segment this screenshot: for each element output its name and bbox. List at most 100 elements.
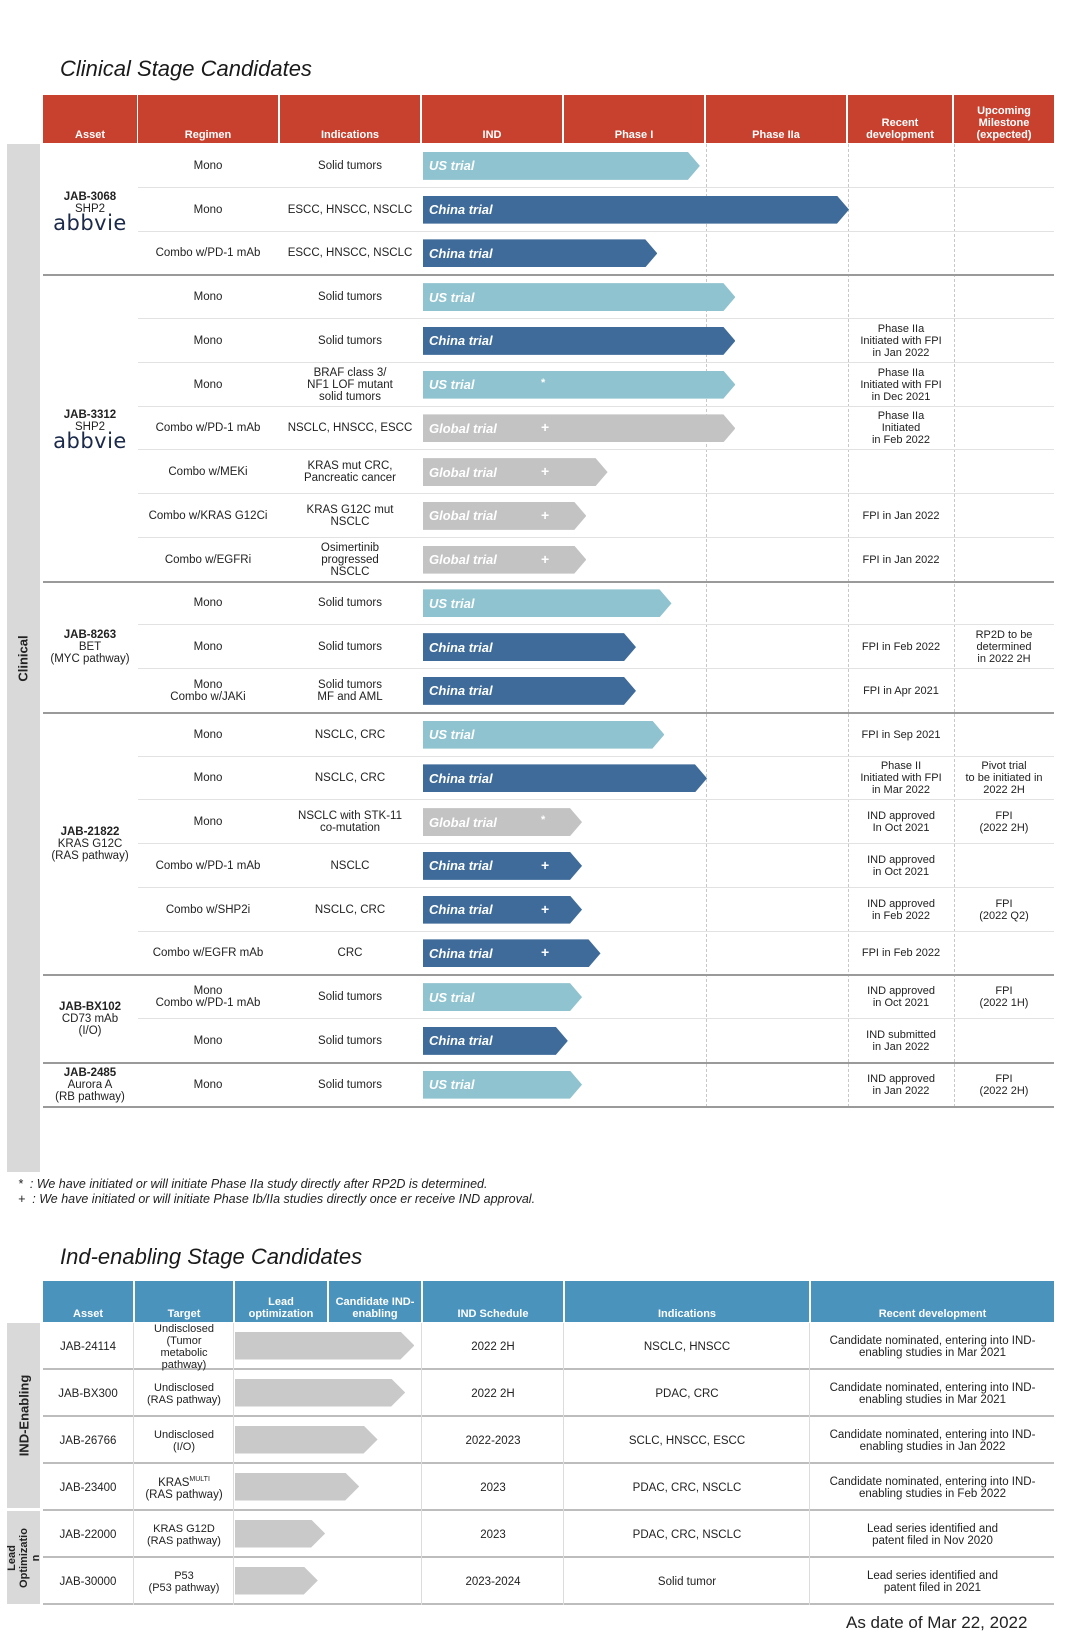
trial-arrow: China trial — [423, 239, 657, 267]
asset-target: Aurora A (RB pathway) — [55, 1078, 125, 1103]
clinical-header-recent-development: Recent development — [848, 95, 952, 143]
recent-development-cell: FPI in Feb 2022 — [861, 641, 941, 654]
group-separator — [43, 1061, 1054, 1064]
ind-asset-cell: JAB-BX300 — [58, 1387, 118, 1400]
indication-cell: KRAS G12C mut NSCLC — [306, 503, 394, 528]
plus-icon: + — [541, 900, 550, 917]
row-separator — [138, 1018, 1054, 1019]
regimen-cell: Mono — [193, 291, 223, 304]
asset-target: CD73 mAb (I/O) — [61, 1013, 119, 1037]
asset-target: SHP2 — [74, 202, 106, 215]
trial-arrow: China trial — [423, 1027, 568, 1055]
trial-label: US trial — [429, 289, 475, 305]
ind-asset-cell: JAB-22000 — [59, 1528, 117, 1541]
asset-group: JAB-3068 SHP2 abbvie — [43, 144, 137, 275]
row-separator — [138, 230, 1054, 232]
ind-progress-arrow — [235, 1520, 325, 1548]
clinical-header-upcoming-milestone: Upcoming Milestone (expected) — [954, 95, 1054, 143]
ind-sidebar: IND-Enabling — [7, 1323, 40, 1508]
recent-development-cell: FPI in Apr 2021 — [863, 684, 939, 697]
regimen-cell: Mono Combo w/JAKi — [170, 678, 246, 703]
asterisk-icon: * — [541, 814, 546, 827]
trial-label: US trial — [429, 158, 475, 174]
ind-indication-cell: PDAC, CRC, NSCLC — [632, 1481, 742, 1494]
group-separator — [43, 580, 1054, 583]
abbvie-logo: abbvie — [53, 210, 127, 235]
recent-development-cell: FPI in Jan 2022 — [862, 553, 940, 566]
group-separator — [43, 274, 1054, 277]
trial-label: China trial — [429, 333, 493, 349]
trial-label: China trial — [429, 770, 493, 786]
asterisk-icon: * — [541, 376, 546, 389]
trial-arrow: US trial — [423, 283, 735, 311]
indication-cell: Solid tumors — [318, 291, 382, 304]
row-separator — [138, 318, 1054, 319]
regimen-cell: Mono — [193, 334, 223, 347]
ind-target-superscript: MULTI — [189, 1476, 210, 1484]
ind-indication-cell: SCLC, HNSCC, ESCC — [628, 1434, 746, 1447]
lead-sidebar: Lead Optimizatio n — [6, 1511, 42, 1604]
footnote-star-symbol: * — [18, 1177, 23, 1191]
row-separator — [138, 755, 1054, 757]
regimen-cell: Mono — [193, 641, 223, 654]
trial-arrow: Global trial + — [423, 414, 735, 442]
ind-recent-cell: Candidate nominated, entering into IND- … — [829, 1381, 1036, 1406]
trial-label: China trial — [429, 945, 493, 961]
trial-label: US trial — [429, 1077, 475, 1093]
ind-indication-cell: PDAC, CRC — [655, 1387, 719, 1400]
row-separator — [138, 624, 1054, 626]
indication-cell: NSCLC with STK-11 co-mutation — [298, 810, 402, 835]
ind-recent-cell: Candidate nominated, entering into IND- … — [829, 1334, 1036, 1359]
ind-recent-cell: Lead series identified and patent filed … — [866, 1569, 999, 1594]
regimen-cell: Combo w/EGFR mAb — [152, 947, 264, 960]
ind-row-separator — [43, 1462, 1054, 1464]
trial-arrow: China trial — [423, 764, 707, 792]
ind-row-separator — [43, 1415, 1054, 1417]
clinical-title: Clinical Stage Candidates — [60, 56, 312, 81]
ind-column-divider — [421, 1323, 422, 1605]
recent-development-cell: IND approved in Oct 2021 — [867, 985, 935, 1010]
ind-column-divider — [233, 1323, 234, 1605]
ind-header-lead-optimization: Lead optimization — [235, 1281, 327, 1322]
trial-label: China trial — [429, 858, 493, 874]
asset-target: SHP2 — [74, 421, 106, 434]
row-separator — [138, 186, 1054, 188]
trial-arrow: China trial + — [423, 896, 582, 924]
footnote-star-text: : We have initiated or will initiate Pha… — [29, 1177, 488, 1191]
recent-development-cell: FPI in Feb 2022 — [861, 947, 941, 960]
trial-label: China trial — [429, 202, 493, 218]
trial-label: China trial — [429, 902, 493, 918]
ind-target-cell: KRAS G12D (RAS pathway) — [147, 1522, 221, 1547]
recent-development-cell: IND approved in Oct 2021 — [867, 853, 935, 878]
trial-arrow: China trial — [423, 327, 735, 355]
asset-group: JAB-21822 KRAS G12C (RAS pathway) — [43, 713, 137, 976]
footnote-plus: + : We have initiated or will initiate P… — [18, 1192, 535, 1206]
ind-progress-arrow — [235, 1379, 405, 1407]
row-separator — [138, 449, 1054, 451]
ind-title: Ind-enabling Stage Candidates — [60, 1244, 363, 1269]
upcoming-milestone-cell: FPI (2022 2H) — [979, 810, 1029, 835]
clinical-header-asset: Asset — [43, 95, 137, 143]
plus-icon: + — [541, 419, 550, 436]
upcoming-milestone-cell: FPI (2022 1H) — [979, 985, 1029, 1010]
asset-name: JAB-BX102 — [59, 1001, 121, 1013]
trial-label: US trial — [429, 595, 475, 611]
indication-cell: KRAS mut CRC, Pancreatic cancer — [303, 460, 397, 485]
indication-cell: Solid tumors — [318, 641, 382, 654]
indication-cell: NSCLC, CRC — [314, 772, 386, 785]
trial-arrow: China trial — [423, 677, 636, 705]
trial-arrow: China trial + — [423, 852, 582, 880]
ind-indication-cell: Solid tumor — [657, 1575, 717, 1588]
trial-label: China trial — [429, 1033, 493, 1049]
phase-divider — [848, 144, 849, 1107]
ind-row-separator — [43, 1603, 1054, 1605]
recent-development-cell: IND approved in Feb 2022 — [867, 897, 935, 922]
ind-asset-cell: JAB-24114 — [59, 1340, 117, 1353]
ind-row-separator — [43, 1509, 1054, 1511]
trial-arrow: China trial — [423, 196, 849, 224]
ind-schedule-cell: 2022-2023 — [465, 1434, 521, 1447]
ind-sidebar-label: IND-Enabling — [16, 1374, 32, 1457]
regimen-cell: Mono — [193, 597, 223, 610]
asset-target: BET (MYC pathway) — [50, 641, 130, 666]
table-bottom-border — [43, 1105, 1054, 1108]
